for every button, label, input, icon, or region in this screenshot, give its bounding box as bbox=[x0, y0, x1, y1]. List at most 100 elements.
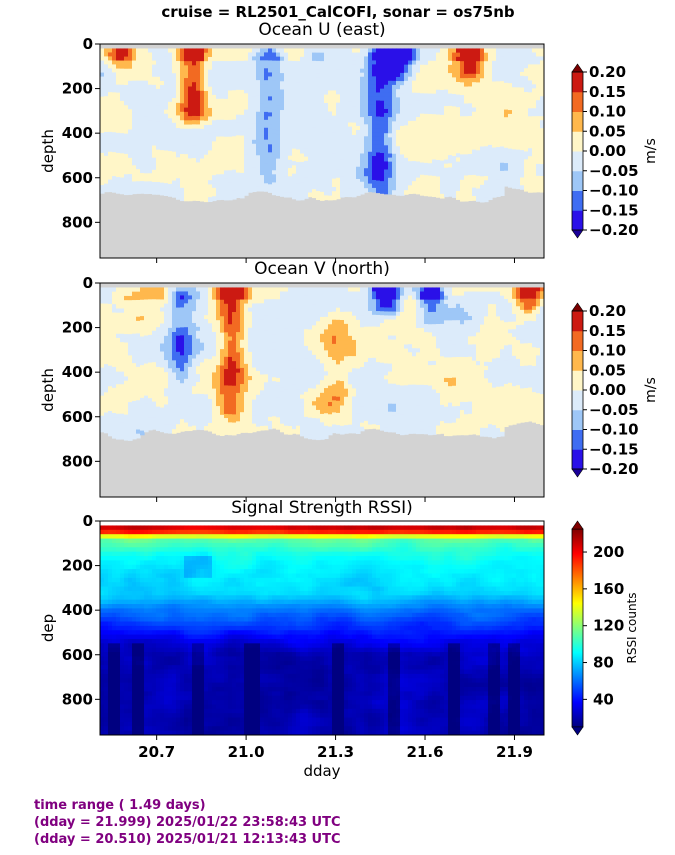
heatmap-cell bbox=[112, 172, 117, 177]
heatmap-cell bbox=[140, 92, 145, 98]
heatmap-cell bbox=[228, 153, 233, 159]
heatmap-cell bbox=[480, 159, 485, 165]
heatmap-cell bbox=[528, 72, 533, 77]
heatmap-cell bbox=[116, 185, 121, 190]
heatmap-cell bbox=[292, 144, 297, 150]
heatmap-cell bbox=[504, 117, 509, 122]
heatmap-cell bbox=[384, 76, 389, 82]
heatmap-cell bbox=[456, 190, 461, 196]
heatmap-cell bbox=[324, 165, 329, 171]
heatmap-cell bbox=[144, 419, 149, 425]
heatmap-cell bbox=[324, 48, 329, 54]
heatmap-cell bbox=[140, 56, 145, 62]
heatmap-cell bbox=[336, 194, 341, 200]
heatmap-cell bbox=[124, 109, 129, 114]
heatmap-cell bbox=[528, 156, 533, 161]
heatmap-cell bbox=[300, 124, 305, 129]
heatmap-cell bbox=[208, 56, 213, 62]
heatmap-cell bbox=[480, 129, 485, 135]
heatmap-cell bbox=[184, 374, 189, 380]
heatmap-cell bbox=[184, 291, 189, 296]
heatmap-cell bbox=[400, 178, 405, 184]
heatmap-cell bbox=[524, 143, 529, 149]
heatmap-cell bbox=[404, 133, 409, 139]
heatmap-cell bbox=[176, 73, 181, 79]
colorbar-segment bbox=[572, 72, 583, 93]
heatmap-cell bbox=[260, 147, 265, 152]
heatmap-cell bbox=[164, 85, 169, 90]
heatmap-cell bbox=[264, 171, 269, 176]
heatmap-cell bbox=[316, 90, 321, 96]
heatmap-cell bbox=[132, 165, 137, 170]
heatmap-cell bbox=[356, 138, 361, 143]
heatmap-cell bbox=[360, 60, 365, 66]
heatmap-cell bbox=[160, 387, 165, 393]
heatmap-cell bbox=[324, 111, 329, 117]
heatmap-cell bbox=[208, 175, 213, 181]
heatmap-cell bbox=[192, 322, 197, 328]
heatmap-cell bbox=[528, 84, 533, 89]
heatmap-cell bbox=[280, 155, 285, 160]
heatmap-cell bbox=[432, 118, 437, 124]
heatmap-cell bbox=[496, 171, 501, 177]
heatmap-cell bbox=[176, 287, 181, 293]
heatmap-cell bbox=[352, 180, 357, 185]
heatmap-cell bbox=[292, 90, 297, 95]
heatmap-cell bbox=[240, 60, 245, 66]
heatmap-cell bbox=[128, 52, 133, 58]
heatmap-cell bbox=[464, 82, 469, 88]
heatmap-cell bbox=[476, 180, 481, 185]
heatmap-cell bbox=[460, 188, 465, 194]
heatmap-cell bbox=[176, 392, 181, 397]
heatmap-cell bbox=[236, 139, 241, 145]
heatmap-cell bbox=[112, 325, 117, 330]
heatmap-cell bbox=[388, 60, 393, 66]
heatmap-cell bbox=[208, 163, 213, 169]
heatmap-cell bbox=[240, 123, 245, 128]
heatmap-cell bbox=[284, 176, 289, 182]
heatmap-cell bbox=[224, 145, 229, 150]
heatmap-cell bbox=[200, 167, 205, 172]
heatmap-cell bbox=[204, 303, 209, 308]
heatmap-cell bbox=[416, 68, 421, 74]
heatmap-cell bbox=[124, 308, 129, 314]
heatmap-cell bbox=[216, 195, 221, 201]
heatmap-cell bbox=[420, 68, 425, 74]
heatmap-cell bbox=[132, 149, 137, 154]
heatmap-cell bbox=[148, 326, 153, 332]
heatmap-cell bbox=[196, 162, 201, 168]
heatmap-cell bbox=[404, 145, 409, 151]
heatmap-cell bbox=[156, 426, 161, 432]
heatmap-cell bbox=[296, 90, 301, 96]
heatmap-cell bbox=[428, 118, 433, 123]
heatmap-cell bbox=[252, 88, 257, 93]
heatmap-cell bbox=[132, 312, 137, 318]
heatmap-cell bbox=[200, 90, 205, 96]
heatmap-cell bbox=[508, 106, 513, 111]
heatmap-cell bbox=[300, 132, 305, 138]
heatmap-cell bbox=[152, 374, 157, 379]
heatmap-cell bbox=[484, 69, 489, 75]
heatmap-cell bbox=[116, 308, 121, 314]
heatmap-cell bbox=[356, 162, 361, 168]
heatmap-cell bbox=[236, 73, 241, 79]
heatmap-cell bbox=[384, 72, 389, 78]
heatmap-cell bbox=[240, 69, 245, 74]
heatmap-cell bbox=[524, 139, 529, 145]
heatmap-cell bbox=[524, 163, 529, 168]
heatmap-cell bbox=[188, 374, 193, 380]
heatmap-cell bbox=[172, 73, 177, 78]
heatmap-cell bbox=[308, 77, 313, 82]
heatmap-cell bbox=[432, 93, 437, 99]
heatmap-cell bbox=[212, 137, 217, 142]
heatmap-cell bbox=[220, 170, 225, 175]
heatmap-cell bbox=[324, 86, 329, 92]
heatmap-cell bbox=[516, 134, 521, 139]
heatmap-cell bbox=[452, 155, 457, 161]
heatmap-cell bbox=[184, 394, 189, 400]
heatmap-cell bbox=[256, 60, 261, 65]
heatmap-cell bbox=[168, 130, 173, 136]
heatmap-cell bbox=[224, 191, 229, 197]
heatmap-cell bbox=[424, 162, 429, 168]
heatmap-cell bbox=[532, 108, 537, 113]
